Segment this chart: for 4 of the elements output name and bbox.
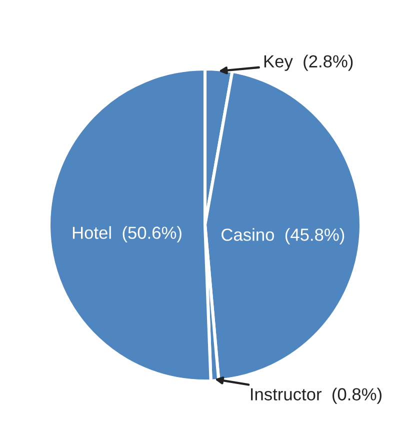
slice-label: Casino (45.8%) (222, 228, 344, 244)
slice-label: Hotel (50.6%) (72, 226, 182, 242)
slice-label: Instructor (0.8%) (251, 388, 382, 404)
slice-label: Key (2.8%) (264, 54, 353, 71)
